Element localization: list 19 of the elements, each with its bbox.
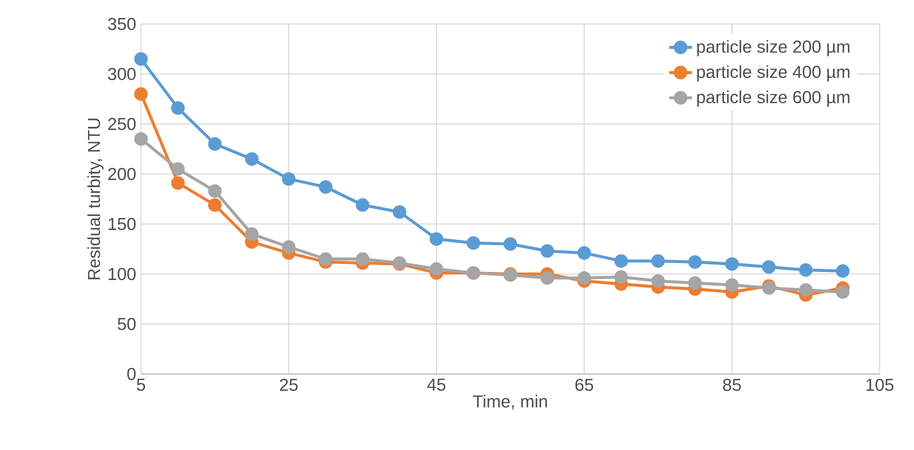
legend-label: particle size 200 µm — [697, 40, 850, 56]
y-tick-label: 150 — [108, 218, 136, 230]
x-tick-label: 85 — [723, 378, 741, 391]
y-tick-label: 300 — [108, 68, 136, 80]
x-tick-label: 5 — [136, 378, 146, 391]
y-tick-label: 50 — [118, 318, 136, 330]
legend-label: particle size 400 µm — [697, 65, 850, 82]
y-tick-label: 250 — [108, 118, 136, 130]
y-tick-label: 350 — [108, 18, 136, 30]
y-axis-title: Residual turbity, NTU — [87, 118, 104, 280]
x-tick-label: 105 — [866, 378, 894, 391]
x-tick-label: 25 — [280, 378, 298, 391]
x-tick-label: 45 — [427, 378, 446, 391]
y-tick-label: 0 — [127, 368, 136, 380]
x-tick-label: 65 — [575, 378, 594, 391]
y-tick-label: 100 — [108, 268, 136, 280]
x-axis-title: Time, min — [473, 394, 547, 410]
y-tick-label: 200 — [108, 168, 136, 180]
legend-label: particle size 600 µm — [697, 90, 850, 107]
